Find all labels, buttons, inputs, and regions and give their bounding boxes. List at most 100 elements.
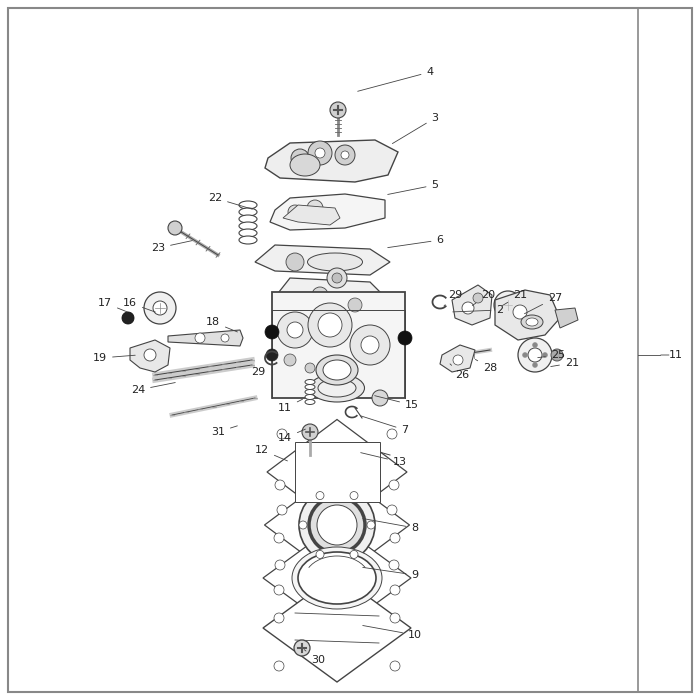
Circle shape [318,313,342,337]
Ellipse shape [239,229,257,237]
Circle shape [168,221,182,235]
Ellipse shape [305,389,315,395]
Text: 16: 16 [123,298,155,312]
Text: 29: 29 [251,363,272,377]
Circle shape [315,148,325,158]
Polygon shape [265,140,398,182]
Circle shape [122,312,134,324]
Polygon shape [275,278,385,312]
Text: 5: 5 [388,180,438,195]
Circle shape [288,205,302,219]
Circle shape [274,533,284,543]
Text: 24: 24 [131,382,175,395]
Circle shape [390,661,400,671]
Text: 27: 27 [524,293,562,314]
Text: 30: 30 [304,650,325,665]
Text: 21: 21 [503,290,527,306]
Polygon shape [168,330,243,346]
Circle shape [286,253,304,271]
Circle shape [144,292,176,324]
Circle shape [533,342,538,347]
Circle shape [308,303,352,347]
Text: 17: 17 [98,298,127,312]
Circle shape [398,331,412,345]
Text: 1: 1 [661,350,682,360]
Circle shape [348,298,362,312]
Bar [272,292,405,398]
Circle shape [389,560,399,570]
Ellipse shape [316,355,358,385]
Text: 11: 11 [278,399,302,413]
Circle shape [277,505,287,515]
Circle shape [350,491,358,500]
Circle shape [302,424,318,440]
Text: 19: 19 [93,353,135,363]
Polygon shape [267,419,407,524]
Text: 23: 23 [151,241,192,253]
Circle shape [275,480,285,490]
Ellipse shape [309,374,365,402]
Circle shape [277,429,287,439]
Ellipse shape [298,552,376,604]
Ellipse shape [323,360,351,380]
Circle shape [153,301,167,315]
Circle shape [372,390,388,406]
Text: 31: 31 [211,426,237,437]
Circle shape [316,550,324,559]
Circle shape [299,487,375,563]
Polygon shape [495,290,560,340]
Ellipse shape [292,547,382,609]
Polygon shape [265,471,410,579]
Circle shape [266,349,278,361]
Polygon shape [263,524,411,632]
Text: 9: 9 [363,568,419,580]
Circle shape [221,334,229,342]
Text: 18: 18 [206,317,237,332]
Circle shape [522,353,528,358]
Circle shape [330,102,346,118]
Ellipse shape [305,400,315,405]
Ellipse shape [305,379,315,384]
Circle shape [299,521,307,529]
Text: 10: 10 [363,626,422,640]
Circle shape [316,491,324,500]
Text: 13: 13 [360,453,407,467]
Text: 29: 29 [444,290,462,306]
Circle shape [542,353,547,358]
Circle shape [341,151,349,159]
Text: 1: 1 [668,350,676,360]
Polygon shape [255,245,390,275]
Ellipse shape [305,395,315,400]
Circle shape [284,354,296,366]
Circle shape [473,293,483,303]
Text: 8: 8 [363,519,419,533]
Circle shape [287,322,303,338]
Circle shape [462,302,474,314]
Circle shape [513,305,527,319]
Ellipse shape [239,215,257,223]
Polygon shape [270,194,385,230]
Circle shape [518,338,552,372]
Circle shape [305,363,315,373]
Circle shape [387,505,397,515]
Polygon shape [452,285,492,325]
Text: 22: 22 [208,193,252,209]
Polygon shape [283,205,340,225]
Circle shape [195,333,205,343]
Circle shape [275,560,285,570]
Circle shape [335,145,355,165]
Circle shape [332,273,342,283]
Text: 12: 12 [255,445,288,461]
Polygon shape [555,308,578,328]
Circle shape [367,521,375,529]
Ellipse shape [239,208,257,216]
Circle shape [274,585,284,595]
Circle shape [551,349,563,361]
Ellipse shape [290,154,320,176]
Circle shape [533,363,538,368]
Circle shape [453,355,463,365]
Circle shape [294,640,310,656]
Text: 4: 4 [358,67,433,91]
Circle shape [274,661,284,671]
Circle shape [274,613,284,623]
